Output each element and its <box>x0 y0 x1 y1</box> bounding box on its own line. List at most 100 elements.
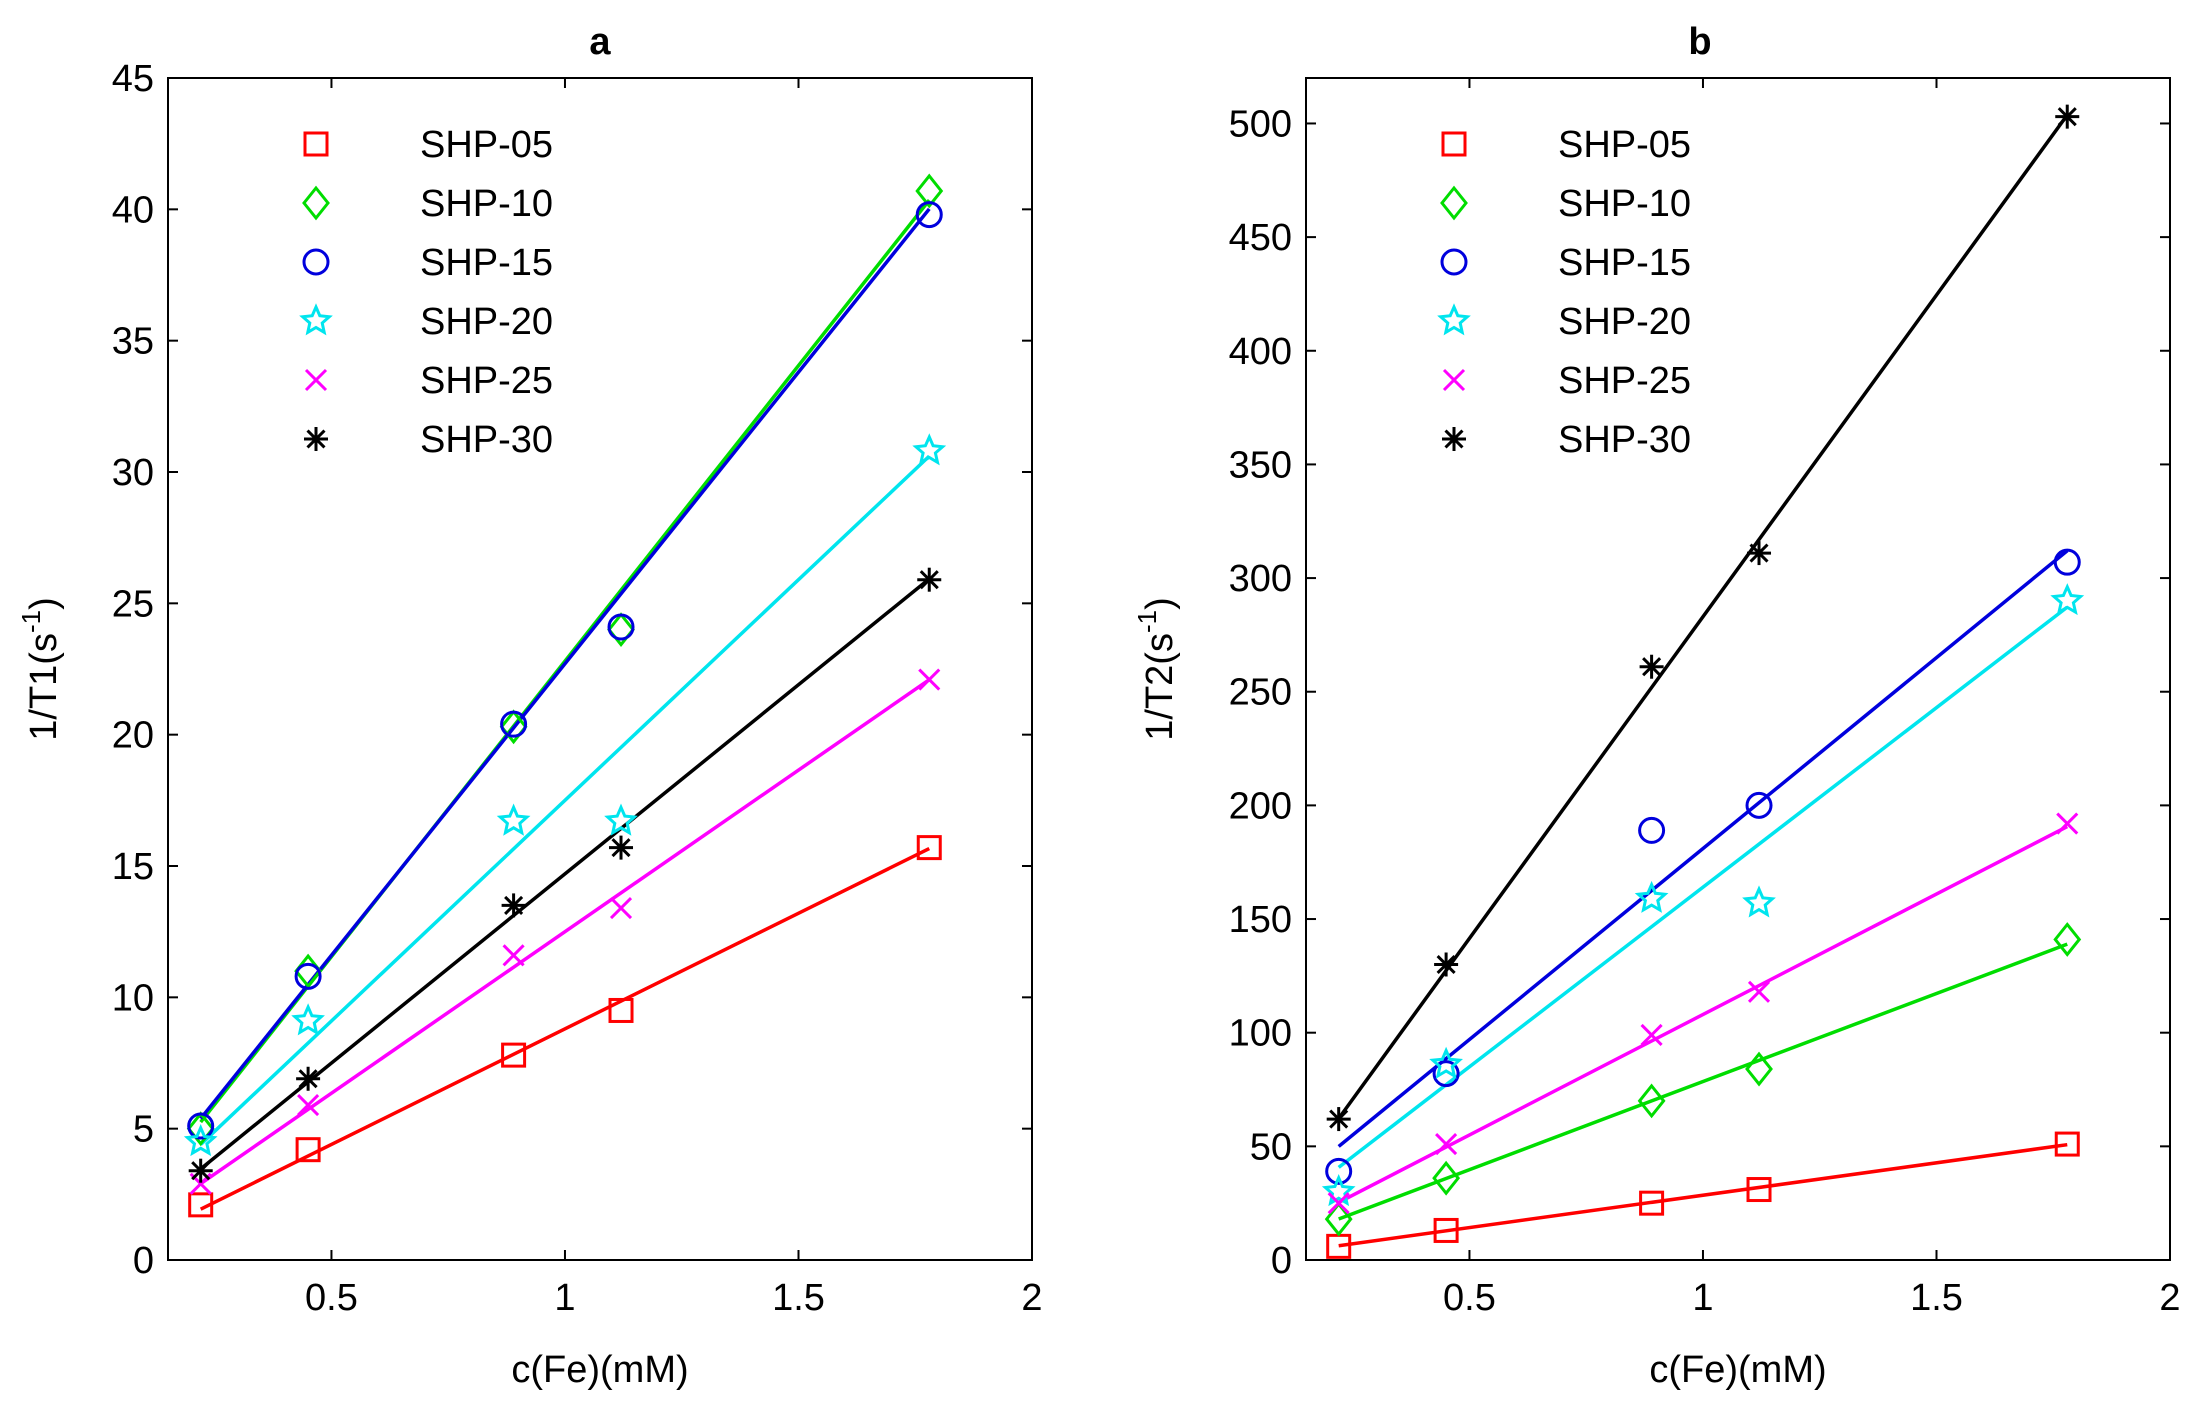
y-tick-label-b-7: 350 <box>1229 444 1292 486</box>
point-a-shp-30-3 <box>609 835 634 860</box>
point-b-shp-10-4 <box>2053 922 2082 957</box>
point-b-shp-25-3 <box>1747 980 1771 1003</box>
point-a-shp-20-1 <box>291 1003 325 1036</box>
legend-label-b-shp-15: SHP-15 <box>1558 242 1691 284</box>
point-b-shp-10-3 <box>1745 1051 1773 1087</box>
y-axis-label-b: 1/T2(s-1) <box>1132 597 1181 740</box>
fit-line-a-shp-15 <box>199 207 931 1120</box>
point-b-shp-05-2 <box>1639 1190 1665 1216</box>
legend-marker-a-shp-05 <box>303 131 329 157</box>
data-points-a <box>183 173 947 1218</box>
x-ticks-a: 0.5 1 1.5 2 <box>305 78 1043 1319</box>
point-a-shp-15-4 <box>915 201 943 229</box>
point-b-shp-15-4 <box>2053 548 2081 576</box>
panel-a: a c(Fe)(mM) 1/T1(s-1) 0.5 1 1.5 2 0 5 10 15 20 2… <box>16 21 1043 1391</box>
legend-marker-a-shp-30 <box>304 427 328 451</box>
y-axis-label-end-a: ) <box>23 597 65 610</box>
point-b-shp-05-4 <box>2054 1131 2080 1157</box>
panel-b: b c(Fe)(mM) 1/T2(s-1) 0.5 1 1.5 2 0 50 100 150… <box>1132 21 2181 1391</box>
legend-label-b-shp-30: SHP-30 <box>1558 419 1691 461</box>
y-tick-label-b-2: 100 <box>1229 1013 1292 1055</box>
legend-marker-a-shp-15 <box>302 248 330 276</box>
legend-marker-b-shp-05 <box>1441 131 1467 157</box>
legend-label-b-shp-05: SHP-05 <box>1558 124 1691 166</box>
y-tick-label-a-8: 40 <box>112 189 154 231</box>
x-ticks-b: 0.5 1 1.5 2 <box>1443 78 2181 1319</box>
point-a-shp-20-2 <box>496 803 531 836</box>
legend-label-a-shp-05: SHP-05 <box>420 124 553 166</box>
panel-title-b: b <box>1688 21 1711 63</box>
point-a-shp-10-2 <box>499 709 528 745</box>
x-axis-label-b: c(Fe)(mM) <box>1649 1349 1826 1391</box>
legend-marker-a-shp-25 <box>304 368 328 392</box>
point-b-shp-15-2 <box>1638 816 1666 844</box>
y-axis-label-sup-a: -1 <box>16 610 46 633</box>
point-a-shp-05-1 <box>295 1137 321 1163</box>
y-tick-label-b-4: 200 <box>1229 785 1292 827</box>
x-tick-label-b-3: 2 <box>2159 1277 2180 1319</box>
panel-title-a: a <box>589 21 611 63</box>
point-b-shp-10-2 <box>1637 1083 1666 1119</box>
point-b-shp-10-0 <box>1324 1201 1353 1237</box>
point-a-shp-10-3 <box>607 612 635 648</box>
legend-b: SHP-05 SHP-10 SHP-15 SHP-20 SHP-25 SHP-30 <box>1437 124 1691 461</box>
point-b-shp-25-1 <box>1435 1133 1458 1156</box>
y-axis-label-sup-b: -1 <box>1132 610 1162 633</box>
plot-frame-b <box>1305 77 2171 1261</box>
point-a-shp-20-0 <box>183 1124 218 1157</box>
legend-label-b-shp-25: SHP-25 <box>1558 360 1691 402</box>
legend-marker-b-shp-25 <box>1442 368 1466 392</box>
y-axis-label-a: 1/T1(s-1) <box>16 597 65 740</box>
y-ticks-b: 0 50 100 150 200 250 300 350 400 450 500 <box>1229 103 2170 1282</box>
legend-marker-b-shp-20 <box>1437 303 1471 336</box>
y-tick-label-b-5: 250 <box>1229 672 1292 714</box>
point-b-shp-15-0 <box>1325 1157 1353 1185</box>
y-tick-label-b-9: 450 <box>1229 217 1292 259</box>
legend-label-a-shp-10: SHP-10 <box>420 183 553 225</box>
y-tick-label-a-2: 10 <box>112 977 154 1019</box>
legend-marker-b-shp-15 <box>1440 248 1468 276</box>
legend-label-a-shp-15: SHP-15 <box>420 242 553 284</box>
point-a-shp-15-2 <box>500 710 528 738</box>
point-a-shp-05-4 <box>916 835 942 861</box>
y-tick-label-b-3: 150 <box>1229 899 1292 941</box>
y-tick-label-a-9: 45 <box>112 58 154 100</box>
y-tick-label-a-4: 20 <box>112 715 154 757</box>
point-b-shp-05-3 <box>1746 1177 1772 1203</box>
point-b-shp-30-2 <box>1639 654 1664 679</box>
fit-line-b-shp-05 <box>1338 1142 2068 1248</box>
y-tick-label-b-1: 50 <box>1250 1126 1292 1168</box>
point-b-shp-05-1 <box>1433 1217 1459 1243</box>
point-b-shp-25-0 <box>1327 1192 1350 1215</box>
x-tick-label-b-0: 0.5 <box>1443 1277 1496 1319</box>
y-tick-label-a-7: 35 <box>112 321 154 363</box>
x-tick-label-b-2: 1.5 <box>1910 1277 1963 1319</box>
y-tick-label-b-10: 500 <box>1229 103 1292 145</box>
point-b-shp-30-3 <box>1747 541 1772 566</box>
legend-label-a-shp-25: SHP-25 <box>420 360 553 402</box>
point-b-shp-10-1 <box>1432 1160 1461 1196</box>
y-tick-label-a-3: 15 <box>112 846 154 888</box>
point-b-shp-25-2 <box>1640 1023 1663 1047</box>
x-tick-label-a-3: 2 <box>1021 1277 1042 1319</box>
y-tick-label-b-6: 300 <box>1229 558 1292 600</box>
point-b-shp-20-0 <box>1321 1174 1356 1207</box>
legend-label-a-shp-30: SHP-30 <box>420 419 553 461</box>
point-a-shp-25-2 <box>502 944 525 967</box>
point-a-shp-20-3 <box>604 803 638 836</box>
point-a-shp-20-4 <box>912 433 947 466</box>
point-b-shp-15-3 <box>1745 791 1773 819</box>
point-b-shp-20-3 <box>1742 885 1776 918</box>
fit-line-a-shp-20 <box>199 454 931 1146</box>
legend-marker-b-shp-10 <box>1440 185 1468 221</box>
fit-line-b-shp-25 <box>1337 825 2069 1205</box>
point-b-shp-15-1 <box>1432 1060 1460 1088</box>
point-a-shp-05-0 <box>188 1192 214 1218</box>
y-tick-label-a-5: 25 <box>112 583 154 625</box>
x-tick-label-a-1: 1 <box>554 1277 575 1319</box>
point-a-shp-10-4 <box>915 173 944 209</box>
point-a-shp-30-4 <box>917 567 942 592</box>
fit-line-a-shp-30 <box>199 577 931 1171</box>
point-a-shp-15-3 <box>607 613 635 641</box>
